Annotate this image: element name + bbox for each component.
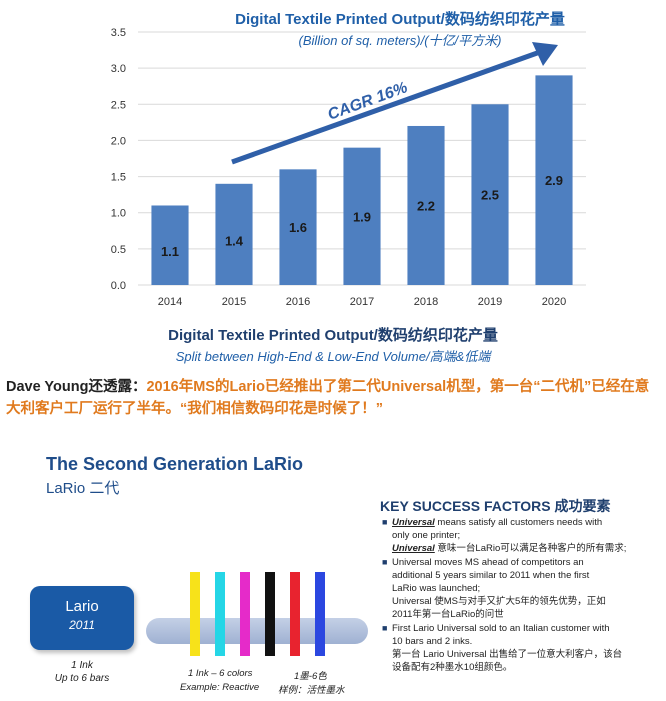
bar — [151, 205, 189, 285]
x-tick-label: 2018 — [414, 296, 438, 308]
ksf-line: Universal moves MS ahead of competitors … — [392, 557, 584, 568]
ink-bar — [290, 572, 300, 656]
x-tick-label: 2016 — [286, 296, 310, 308]
chart-subtitle: (Billion of sq. meters)/(十亿/平方米) — [298, 33, 502, 48]
section2-title: Digital Textile Printed Output/数码纺织印花产量 — [168, 327, 498, 344]
ksf-emphasis: Universal — [392, 543, 435, 554]
chart-title: Digital Textile Printed Output/数码纺织印花产量 — [235, 11, 565, 28]
bar — [471, 104, 509, 286]
ink-bar — [315, 572, 325, 656]
x-tick-label: 2019 — [478, 296, 502, 308]
lario-caption-ink: 1 Ink — [71, 660, 93, 671]
bar — [343, 147, 381, 285]
lario-caption-bars: Up to 6 bars — [54, 673, 110, 684]
bar — [279, 169, 317, 285]
y-tick-label: 0.0 — [111, 280, 126, 292]
ink-bar — [215, 572, 225, 656]
ink-caption-line2-en: Example: Reactive — [180, 682, 260, 693]
y-tick-label: 3.0 — [111, 63, 126, 75]
lario-box-year: 2011 — [69, 618, 95, 632]
bar-value-label: 1.4 — [225, 233, 244, 248]
cagr-arrow — [231, 49, 541, 165]
y-tick-label: 2.5 — [111, 99, 126, 111]
ink-caption-line1-cn: 1墨-6色 — [294, 671, 327, 682]
bar-value-label: 1.9 — [353, 209, 371, 224]
ksf-line: 10 bars and 2 inks. — [392, 636, 473, 647]
ksf-item: ■ Universal moves MS ahead of competitor… — [382, 556, 662, 621]
bullet-icon: ■ — [382, 623, 388, 633]
ksf-line: First Lario Universal sold to an Italian… — [392, 623, 610, 634]
x-tick-label: 2020 — [542, 296, 566, 308]
printer-bar-pill — [146, 618, 368, 644]
y-tick-label: 1.0 — [111, 208, 126, 220]
slide-title: The Second Generation LaRio — [46, 454, 304, 474]
ksf-line: 第一台 Lario Universal 出售给了一位意大利客户，该台 — [392, 649, 623, 660]
slide-subtitle: LaRio 二代 — [46, 480, 120, 497]
bar-value-label: 1.6 — [289, 220, 307, 235]
ksf-list: ■ Universal means satisfy all customers … — [382, 516, 662, 675]
bar — [407, 125, 445, 285]
y-tick-label: 0.5 — [111, 244, 126, 256]
ksf-line: Universal 意味一台LaRio可以满足各种客户的所有需求; — [392, 542, 662, 555]
ksf-line: 2011年第一台LaRio的问世 — [392, 609, 504, 620]
ksf-line: Universal means satisfy all customers ne… — [392, 516, 662, 529]
ink-caption-line1-en: 1 Ink – 6 colors — [188, 668, 253, 679]
ink-bar — [240, 572, 250, 656]
ink-bar — [265, 572, 275, 656]
bar-value-label: 2.5 — [481, 188, 499, 203]
ksf-line: 设备配有2种墨水10组颜色。 — [392, 662, 513, 673]
x-tick-label: 2014 — [158, 296, 182, 308]
quote-body: 2016年MS的Lario已经推出了第二代Universal机型，第一台“二代机… — [6, 379, 650, 417]
slide-lario: The Second Generation LaRio LaRio 二代 Lar… — [0, 440, 666, 701]
lario-2011-box: Lario 2011 — [30, 586, 134, 650]
ksf-line: only one printer; — [392, 530, 461, 541]
bullet-icon: ■ — [382, 557, 388, 567]
section2-subtitle: Split between High-End & Low-End Volume/… — [175, 349, 491, 364]
y-tick-label: 2.0 — [111, 135, 126, 147]
bar-value-label: 2.9 — [545, 173, 563, 188]
y-tick-label: 1.5 — [111, 172, 126, 184]
ksf-line: LaRio was launched; — [392, 583, 481, 594]
bar-value-label: 2.2 — [417, 198, 435, 213]
ksf-item: ■ Universal means satisfy all customers … — [382, 516, 662, 555]
arrow-head-icon — [532, 42, 558, 66]
bar — [535, 75, 573, 285]
quote-paragraph: Dave Young还透露：2016年MS的Lario已经推出了第二代Unive… — [6, 376, 660, 420]
ksf-line: Universal 使MS与对手又扩大5年的领先优势，正如 — [392, 596, 606, 607]
bullet-icon: ■ — [382, 517, 388, 527]
ksf-text: 意味一台LaRio可以满足各种客户的所有需求; — [434, 543, 627, 554]
x-tick-label: 2017 — [350, 296, 374, 308]
ksf-title: KEY SUCCESS FACTORS 成功要素 — [380, 498, 611, 514]
lario-box-name: Lario — [65, 598, 99, 615]
x-tick-label: 2015 — [222, 296, 246, 308]
quote-speaker: Dave Young还透露： — [6, 379, 147, 395]
ink-bar — [190, 572, 200, 656]
bar — [215, 183, 253, 285]
ksf-item: ■ First Lario Universal sold to an Itali… — [382, 622, 662, 674]
ksf-text: means satisfy all customers needs with — [434, 517, 603, 528]
ksf-emphasis: Universal — [392, 517, 435, 528]
y-tick-label: 3.5 — [111, 27, 126, 39]
bar-chart: Digital Textile Printed Output/数码纺织印花产量 … — [0, 0, 666, 318]
ksf-line: additional 5 years similar to 2011 when … — [392, 570, 590, 581]
bar-value-label: 1.1 — [161, 244, 179, 259]
chart-svg: 0.0 0.5 1.0 1.5 2.0 2.5 3.0 3.5 1.1 2014 1.4 2015 1.… — [111, 27, 586, 308]
ink-caption-line2-cn: 样例：活性墨水 — [278, 685, 345, 696]
